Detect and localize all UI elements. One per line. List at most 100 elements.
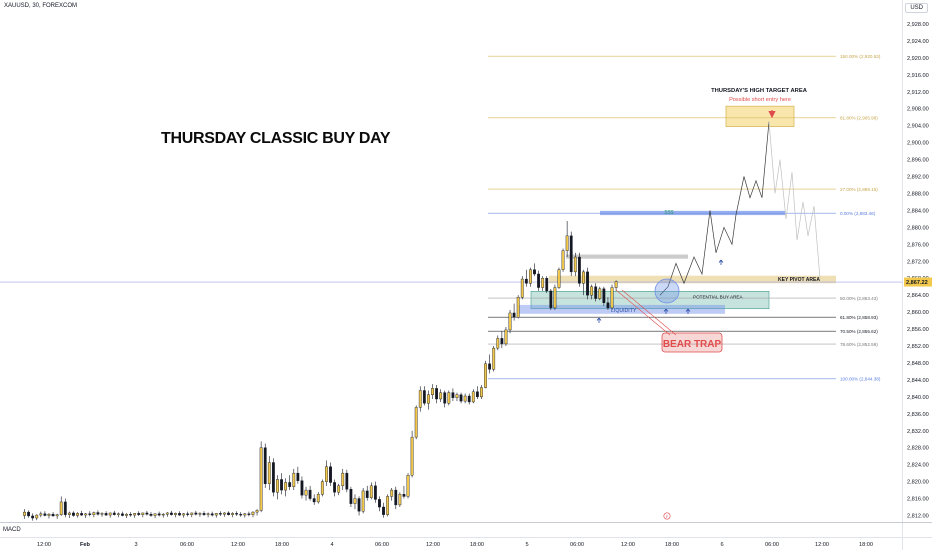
candle (586, 267, 589, 300)
up-arrow-icon (663, 308, 669, 314)
time-tick-label: 12:00 (815, 542, 829, 548)
candle (471, 389, 475, 404)
candle (398, 492, 402, 508)
candle (55, 513, 59, 519)
candle (463, 393, 467, 404)
annotations: THURSDAY'S HIGH TARGET AREA Possible shor… (596, 88, 820, 520)
candle (345, 469, 349, 493)
current-price-badge: 2,867.22 (904, 277, 932, 287)
candle-up (480, 387, 483, 398)
candle-down (349, 489, 353, 504)
potential-buy-label: POTENTIAL BUY AREA (693, 295, 743, 300)
candle (512, 303, 516, 321)
candle (349, 486, 353, 508)
price-tick-label: 2,864.00 (907, 293, 929, 299)
candle-up (492, 347, 496, 370)
price-tick-label: 2,856.00 (907, 327, 929, 333)
candle (198, 512, 202, 517)
fib-level-label: 50.00% (2,863.43) (840, 296, 878, 301)
candle-up (484, 363, 487, 388)
price-tick-label: 2,872.00 (907, 259, 929, 265)
candle-down (296, 472, 300, 481)
candle (475, 386, 479, 399)
candle-up (100, 513, 104, 515)
candle-down (333, 482, 336, 493)
macd-indicator-label[interactable]: MACD (3, 527, 21, 533)
plot-background (0, 0, 902, 522)
candle-down (435, 388, 438, 400)
candle (602, 286, 606, 306)
candle (459, 392, 463, 404)
symbol-label[interactable]: XAUUSD, 30, FOREXCOM (4, 3, 78, 9)
candle (418, 386, 422, 412)
price-badge-bg (904, 277, 932, 287)
candle-down (112, 512, 116, 515)
up-arrow-icon (718, 259, 724, 265)
candle-down (227, 512, 230, 515)
candle-down (157, 513, 161, 516)
time-tick-label: 06:00 (180, 542, 194, 548)
candle-down (475, 391, 479, 398)
price-tick-label: 2,928.00 (907, 22, 929, 28)
target-zone (725, 105, 795, 127)
candle (255, 509, 259, 516)
candle (582, 269, 585, 296)
candle (341, 468, 345, 491)
candle (259, 441, 263, 513)
candle-up (590, 286, 594, 296)
bear-trap-label: BEAR TRAP (663, 339, 722, 350)
candle (296, 466, 300, 484)
candle (137, 511, 141, 516)
candle (410, 430, 414, 478)
candle (312, 494, 316, 505)
candle-up (341, 472, 345, 487)
candle (500, 331, 504, 349)
candle-down (577, 256, 581, 284)
candle-down (235, 513, 239, 515)
time-axis[interactable]: 12:00 Feb 3 06:00 12:00 18:00 4 06:00 12:00 18:00… (37, 542, 873, 548)
candle-down (280, 479, 283, 491)
candle-up (304, 489, 308, 496)
fib-level-label: 0.00% (2,883.46) (840, 211, 876, 216)
candle (214, 512, 218, 518)
candle-up (108, 512, 112, 516)
candle-down (63, 501, 67, 515)
fib-level-label: 81.80% (2,905.98) (840, 116, 878, 121)
candle (365, 485, 369, 501)
candle (96, 510, 100, 516)
candle (610, 284, 614, 311)
candle-up (361, 490, 365, 512)
candle-down (443, 392, 447, 404)
candle-up (67, 512, 71, 515)
candle (231, 512, 234, 518)
candle (455, 392, 459, 402)
time-tick-label: 12:00 (37, 542, 51, 548)
fib-level-label: 27.00% (2,889.15) (840, 187, 878, 192)
candle (100, 512, 104, 517)
candle-down (51, 514, 55, 517)
candle (218, 511, 222, 516)
candles[interactable] (23, 221, 618, 521)
candle (353, 494, 357, 510)
candle (300, 476, 304, 499)
price-tick-label: 2,904.00 (907, 124, 929, 130)
candle-up (316, 494, 320, 503)
candle-down (149, 514, 153, 516)
time-tick-label: 06:00 (570, 542, 584, 548)
candle (443, 390, 447, 408)
price-tick-label: 2,920.00 (907, 56, 929, 62)
candle (308, 485, 312, 501)
event-marker-glyph: F (666, 515, 669, 519)
candle (439, 389, 443, 402)
time-tick-label: 4 (330, 542, 333, 548)
candle (496, 335, 500, 351)
currency-button[interactable]: USD (905, 3, 928, 13)
price-axis[interactable]: 2,812.00 2,816.00 2,820.00 2,824.00 2,828.00… (904, 22, 932, 520)
time-tick-label: 3 (134, 542, 137, 548)
candle (504, 326, 508, 347)
candle (320, 479, 324, 497)
price-tick-label: 2,880.00 (907, 225, 929, 231)
candle-up (496, 338, 500, 349)
candle (145, 510, 149, 516)
